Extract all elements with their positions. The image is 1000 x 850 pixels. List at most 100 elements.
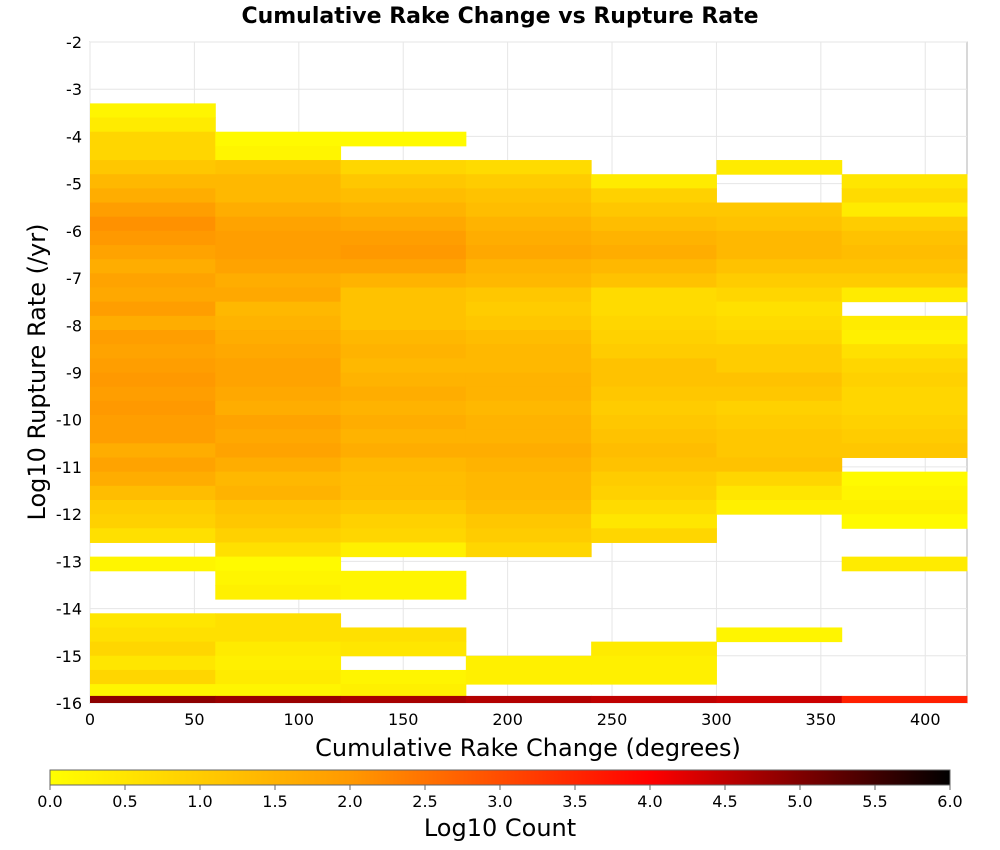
heatmap-cell	[340, 160, 467, 175]
heatmap-cell	[716, 485, 843, 501]
heatmap-cell	[591, 315, 717, 331]
heatmap-cell	[841, 188, 968, 204]
heatmap-cell	[215, 669, 342, 685]
heatmap-cell	[215, 344, 342, 359]
heatmap-cell	[591, 202, 717, 218]
heatmap-cell	[465, 174, 592, 189]
x-tick-label: 250	[597, 710, 628, 729]
heatmap-cell	[90, 514, 216, 529]
heatmap-cell	[716, 695, 843, 703]
heatmap-cell	[90, 202, 216, 218]
heatmap-cell	[215, 499, 342, 515]
heatmap-cell	[716, 429, 843, 444]
heatmap-cell	[591, 429, 717, 444]
heatmap-cell	[340, 627, 467, 643]
heatmap-cell	[340, 358, 467, 373]
heatmap-cell	[90, 117, 216, 133]
heatmap-cell	[465, 400, 592, 416]
heatmap-cell	[841, 174, 968, 189]
heatmap-cell	[215, 358, 342, 373]
heatmap-cell	[465, 669, 592, 685]
heatmap-cell	[591, 641, 717, 657]
heatmap-cell	[716, 160, 843, 175]
heatmap-cell	[215, 230, 342, 246]
heatmap-cell	[215, 429, 342, 444]
heatmap-cell	[90, 641, 216, 657]
heatmap-cell	[340, 584, 467, 600]
heatmap-cell	[591, 514, 717, 529]
heatmap-cell	[340, 429, 467, 444]
heatmap-cell	[340, 230, 467, 246]
heatmap-cell	[90, 330, 216, 345]
heatmap-cell	[90, 188, 216, 204]
colorbar-tick-label: 4.5	[712, 792, 737, 811]
heatmap-cell	[591, 273, 717, 289]
heatmap-cell	[340, 216, 467, 232]
heatmap-cell	[716, 386, 843, 402]
heatmap-cell	[90, 669, 216, 685]
heatmap-cell	[591, 174, 717, 189]
heatmap-cell	[90, 372, 216, 388]
colorbar-tick-label: 1.5	[262, 792, 287, 811]
heatmap-cell	[716, 301, 843, 317]
heatmap-cell	[340, 684, 467, 699]
y-tick-label: -9	[66, 364, 82, 383]
heatmap-cell	[90, 145, 216, 161]
heatmap-cell	[90, 695, 216, 703]
heatmap-cell	[215, 641, 342, 657]
colorbar-tick-label: 5.0	[787, 792, 812, 811]
y-tick-label: -7	[66, 269, 82, 288]
heatmap-cell	[340, 287, 467, 303]
heatmap-cell	[90, 471, 216, 487]
heatmap-cell	[465, 344, 592, 359]
heatmap-cell	[716, 216, 843, 232]
heatmap-cell	[90, 273, 216, 289]
heatmap-cell	[841, 556, 968, 572]
heatmap-cell	[340, 330, 467, 345]
heatmap-cell	[340, 471, 467, 487]
y-tick-label: -13	[56, 552, 82, 571]
heatmap-cell	[841, 372, 968, 388]
heatmap-cell	[591, 330, 717, 345]
heatmap-cell	[90, 259, 216, 274]
heatmap-cell	[340, 344, 467, 359]
y-axis-label: Log10 Rupture Rate (/yr)	[23, 224, 51, 521]
heatmap-cell	[340, 202, 467, 218]
heatmap-cell	[340, 315, 467, 331]
heatmap-cell	[90, 485, 216, 501]
heatmap-cell	[215, 386, 342, 402]
colorbar-tick-label: 2.5	[412, 792, 437, 811]
heatmap-cell	[591, 443, 717, 458]
heatmap-cell	[465, 514, 592, 529]
heatmap-cell	[215, 627, 342, 643]
heatmap-cell	[340, 499, 467, 515]
heatmap-cell	[465, 259, 592, 274]
heatmap-cell	[591, 655, 717, 671]
heatmap-cell	[340, 273, 467, 289]
heatmap-cell	[465, 655, 592, 671]
heatmap-cell	[465, 499, 592, 515]
heatmap-cell	[340, 542, 467, 558]
heatmap-cell	[716, 287, 843, 303]
heatmap-cell	[841, 273, 968, 289]
heatmap-cell	[215, 684, 342, 699]
heatmap-cell	[465, 330, 592, 345]
heatmap-cell	[591, 372, 717, 388]
heatmap-cell	[215, 174, 342, 189]
heatmap-cell	[591, 287, 717, 303]
heatmap-cell	[591, 485, 717, 501]
heatmap-cell	[340, 528, 467, 543]
y-axis-ticks: -2 -3 -4 -5 -6 -7 -8 -9 -10 -11 -12 -13 -14 -15 -16	[56, 33, 82, 713]
heatmap-cell	[90, 131, 216, 147]
heatmap-cell	[215, 457, 342, 473]
heatmap-cell	[591, 695, 717, 703]
y-tick-label: -5	[66, 175, 82, 194]
heatmap-cell	[591, 528, 717, 543]
heatmap-cell	[215, 216, 342, 232]
heatmap-cell	[215, 287, 342, 303]
heatmap-cell	[90, 429, 216, 444]
heatmap-cell	[716, 230, 843, 246]
colorbar-tick-label: 2.0	[337, 792, 362, 811]
colorbar-ticks: 0.0 0.5 1.0 1.5 2.0 2.5 3.0 3.5 4.0 4.5 5.0 5.5 6.0	[37, 785, 963, 811]
